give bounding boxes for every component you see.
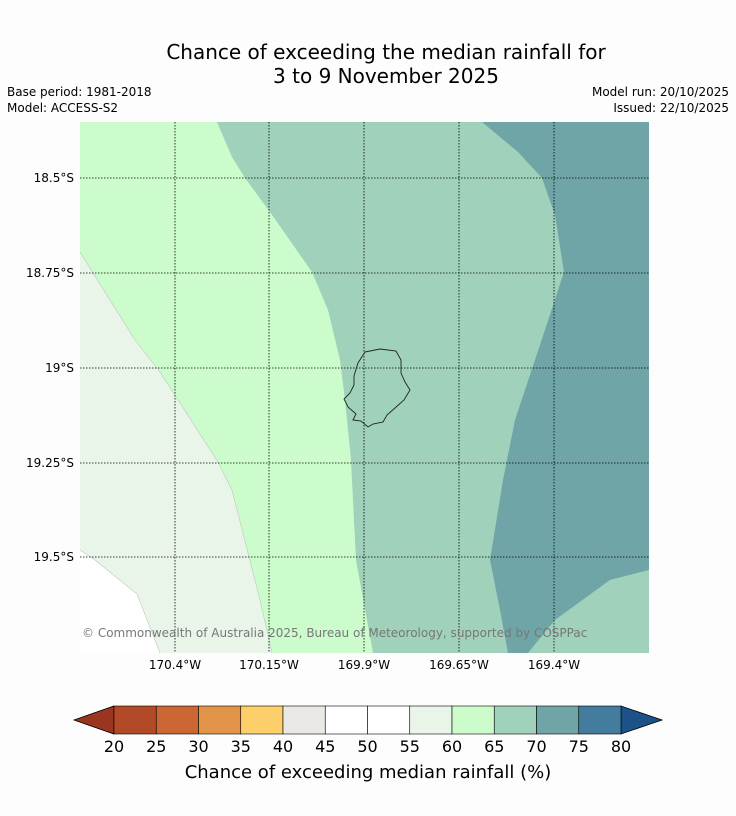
latitude-label: 18.75°S	[26, 266, 74, 280]
latitude-label: 19.5°S	[33, 550, 74, 564]
colorbar-tick-label: 65	[484, 737, 505, 756]
longitude-label: 170.4°W	[148, 658, 202, 672]
colorbar-tick-label: 55	[399, 737, 420, 756]
issued-date: Issued: 22/10/2025	[613, 101, 729, 115]
longitude-label: 170.15°W	[239, 658, 299, 672]
island-outline	[343, 348, 411, 428]
latitude-label: 19°S	[45, 361, 74, 375]
colorbar-tick-label: 50	[357, 737, 378, 756]
colorbar-segment	[113, 705, 157, 735]
colorbar-tick-label: 70	[526, 737, 547, 756]
colorbar-segment	[493, 705, 537, 735]
colorbar-tick-label: 20	[103, 737, 125, 756]
chart-title-line-2: 3 to 9 November 2025	[273, 64, 499, 88]
colorbar-tick-label: 40	[272, 737, 294, 756]
latitude-label: 18.5°S	[33, 171, 74, 185]
chart-title-line-1: Chance of exceeding the median rainfall …	[166, 40, 606, 64]
colorbar-segment	[198, 705, 242, 735]
zone-boundary-lines	[80, 251, 273, 653]
zone-70-75	[482, 122, 649, 653]
model-run-date: Model run: 20/10/2025	[591, 85, 729, 99]
colorbar-over-arrow	[620, 705, 664, 735]
copyright-notice: © Commonwealth of Australia 2025, Bureau…	[82, 626, 588, 640]
longitude-label: 169.9°W	[337, 658, 391, 672]
longitude-label: 169.65°W	[429, 658, 489, 672]
colorbar-segment	[451, 705, 495, 735]
zone-65-70-corner	[528, 570, 649, 653]
colorbar-tick-label: 30	[188, 737, 209, 756]
longitude-label: 169.4°W	[527, 658, 581, 672]
model-name: Model: ACCESS-S2	[7, 101, 119, 115]
colorbar-segment	[324, 705, 368, 735]
colorbar-tick-label: 75	[568, 737, 589, 756]
zone-45-50	[80, 550, 160, 653]
colorbar-segment	[578, 705, 622, 735]
colorbar-segment	[240, 705, 284, 735]
base-period: Base period: 1981-2018	[7, 85, 152, 99]
colorbar-tick-label: 45	[315, 737, 336, 756]
colorbar-tick-label: 80	[610, 737, 632, 756]
colorbar-label: Chance of exceeding median rainfall (%)	[184, 762, 552, 783]
colorbar-segment	[282, 705, 326, 735]
colorbar-segment	[155, 705, 199, 735]
colorbar-segment	[367, 705, 411, 735]
latitude-label: 19.25°S	[26, 456, 74, 470]
colorbar-segment	[409, 705, 453, 735]
colorbar-under-arrow	[72, 705, 115, 735]
colorbar-tick-label: 35	[230, 737, 251, 756]
colorbar-tick-label: 60	[441, 737, 463, 756]
colorbar-tick-label: 25	[146, 737, 167, 756]
colorbar-segment	[536, 705, 580, 735]
graticule	[80, 122, 649, 653]
